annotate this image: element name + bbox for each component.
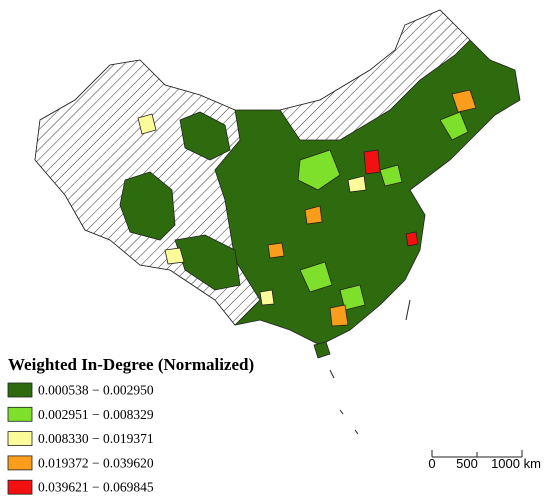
island (313, 341, 331, 359)
islands (329, 299, 411, 435)
legend-swatch (7, 431, 33, 447)
scale-label: 500 (456, 456, 478, 471)
scale-label: 0 (428, 456, 435, 471)
region-light-green (297, 149, 341, 191)
region-yellow (347, 175, 367, 193)
legend-label: 0.019372 − 0.039620 (38, 455, 154, 470)
legend-swatch (7, 479, 33, 495)
island-mark (329, 369, 335, 379)
region-orange (329, 304, 349, 327)
country-map (34, 9, 521, 359)
region-light-green (299, 261, 333, 293)
region-no-data (279, 9, 471, 141)
region-orange (267, 242, 285, 259)
region-red (405, 231, 419, 247)
region-yellow (137, 113, 157, 135)
region-light-green (339, 284, 366, 311)
region-green (119, 171, 176, 241)
legend-label: 0.039621 − 0.069845 (38, 480, 154, 495)
legend-title: Weighted In-Degree (Normalized) (8, 355, 254, 374)
scale-label: 1000 km (491, 456, 541, 471)
legend-label: 0.002951 − 0.008329 (38, 407, 154, 422)
region-green (174, 234, 241, 291)
region-light-green (439, 111, 469, 141)
legend-swatch (7, 382, 33, 398)
region-red (363, 149, 381, 175)
region-orange (304, 205, 323, 225)
scale-bar (431, 450, 523, 458)
legend: 0.000538 − 0.002950 0.002951 − 0.008329 0.… (7, 382, 154, 495)
legend-label: 0.000538 − 0.002950 (38, 383, 154, 398)
island-mark (405, 299, 411, 321)
legend-label: 0.008330 − 0.019371 (38, 431, 154, 446)
region-orange (451, 89, 477, 113)
region-green (179, 111, 231, 161)
region-light-green (379, 164, 403, 187)
region-yellow (259, 289, 275, 306)
island-mark (339, 409, 344, 415)
region-yellow (164, 247, 185, 265)
island-mark (354, 429, 359, 435)
legend-swatch (7, 406, 33, 422)
legend-swatch (7, 455, 33, 471)
